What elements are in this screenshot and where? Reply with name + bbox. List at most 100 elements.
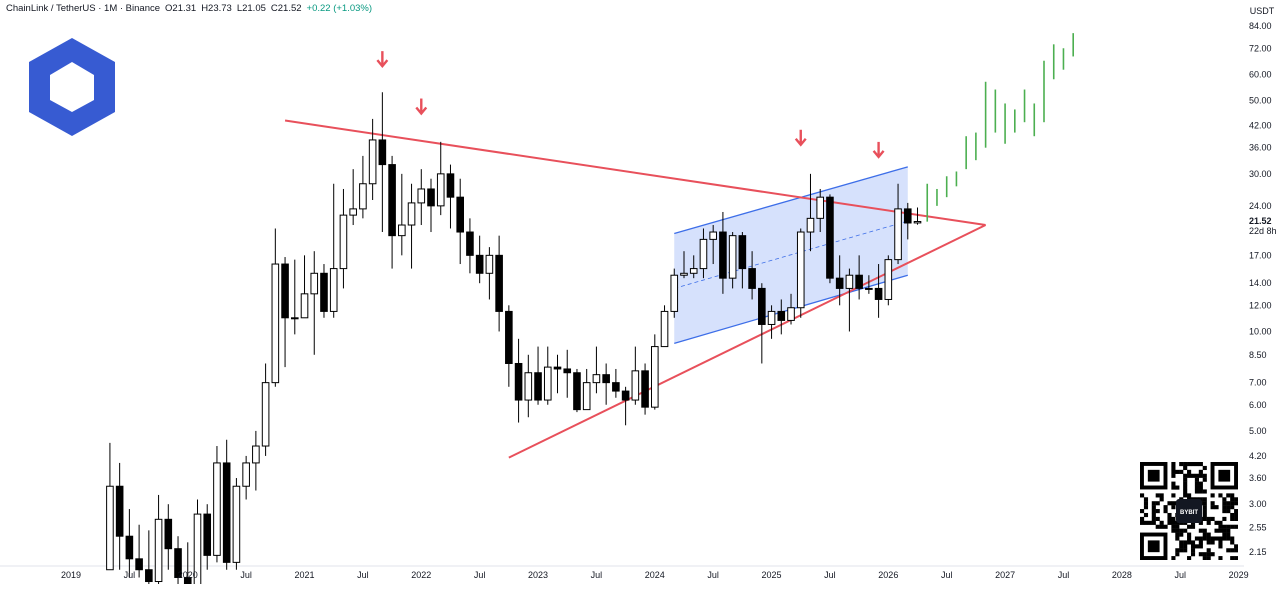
candle: [446, 164, 455, 229]
price-tick-label: 5.00: [1249, 426, 1267, 436]
candle-body: [281, 263, 289, 319]
candle-body: [407, 202, 416, 226]
candle-body: [417, 188, 426, 204]
support-trendline[interactable]: [508, 224, 987, 459]
candle: [612, 368, 620, 398]
time-tick-label: Jul: [240, 570, 252, 580]
candle-body: [495, 254, 503, 312]
candle: [466, 218, 474, 274]
candle: [787, 293, 795, 325]
price-tick-label: 30.00: [1249, 169, 1272, 179]
trendlines: [284, 119, 987, 459]
rejection-arrows: [376, 51, 885, 159]
candle: [213, 446, 221, 563]
price-tick-label: 17.00: [1249, 250, 1272, 260]
candle-body: [884, 259, 893, 300]
time-tick-label: Jul: [1174, 570, 1186, 580]
candle: [767, 305, 776, 339]
candle-body: [320, 272, 328, 312]
symbol-header: ChainLink / TetherUS · 1M · Binance O21.…: [6, 3, 372, 14]
candle: [573, 368, 581, 413]
symbol-title[interactable]: ChainLink / TetherUS · 1M · Binance: [6, 3, 161, 14]
candle-body: [543, 366, 552, 401]
candle-body: [378, 139, 387, 166]
candle: [699, 228, 708, 279]
candle: [505, 305, 513, 387]
price-tick-label: 36.00: [1249, 143, 1272, 153]
candle-body: [203, 513, 212, 556]
candle: [106, 442, 114, 571]
candle-body: [427, 188, 435, 207]
candle: [865, 275, 873, 294]
candle: [329, 183, 338, 318]
candle: [135, 524, 143, 578]
candle-body: [835, 277, 844, 289]
time-tick-label: Jul: [824, 570, 836, 580]
candle: [826, 194, 834, 284]
time-tick-label: 2028: [1112, 570, 1132, 580]
candle: [271, 228, 280, 387]
candle-body: [398, 224, 406, 237]
time-tick-label: Jul: [124, 570, 136, 580]
resistance-trendline[interactable]: [284, 119, 986, 227]
time-tick-label: 2024: [645, 570, 665, 580]
candle: [495, 235, 503, 332]
time-tick-label: 2027: [995, 570, 1015, 580]
candle-body: [524, 372, 533, 401]
candle: [281, 257, 289, 368]
candle-body: [359, 183, 367, 210]
candle: [553, 354, 562, 394]
candle: [582, 368, 591, 411]
price-tick-label: 50.00: [1249, 96, 1272, 106]
price-tick-label: 72.00: [1249, 43, 1272, 53]
candle-body: [135, 558, 143, 571]
down-arrow-icon: [794, 129, 807, 147]
candle-body: [816, 196, 825, 219]
bybit-badge: [1176, 499, 1202, 523]
candle-body: [349, 208, 357, 216]
candle: [115, 462, 124, 570]
candle: [252, 430, 260, 491]
candle: [835, 255, 844, 306]
candle-body: [631, 370, 640, 401]
candle: [368, 118, 377, 201]
candle-body: [436, 173, 445, 207]
candle-body: [602, 374, 610, 384]
price-tick-label: 10.00: [1249, 326, 1272, 336]
candle: [261, 363, 270, 456]
candle: [738, 232, 747, 289]
candle: [456, 178, 464, 265]
time-tick-label: 2021: [295, 570, 315, 580]
candle-body: [903, 208, 912, 224]
candle-body: [767, 310, 776, 325]
chainlink-logo-icon: [29, 38, 115, 136]
price-tick-label: 14.00: [1249, 278, 1272, 288]
candle-body: [106, 485, 114, 571]
candle-body: [456, 196, 464, 233]
candle: [349, 169, 357, 226]
candle: [232, 478, 241, 570]
candle-body: [446, 173, 455, 198]
price-tick-label: 84.00: [1249, 21, 1272, 31]
candle: [602, 363, 610, 405]
candle-body: [621, 390, 630, 401]
time-ticks: 2019 Jul 2020 Jul 2021 Jul 2022 Jul 2023 Jul 2024 J…: [61, 570, 1249, 580]
candle: [310, 251, 319, 355]
channel-top-line[interactable]: [674, 166, 908, 235]
candle: [145, 530, 153, 589]
candle: [203, 504, 212, 570]
candle: [300, 255, 309, 319]
candle: [796, 228, 805, 318]
price-tick-label: 42.00: [1249, 121, 1272, 131]
down-arrow-icon: [872, 141, 885, 159]
candle-body: [758, 287, 766, 325]
candle: [855, 255, 863, 300]
bybit-badge-text: BYBIT: [1180, 510, 1198, 516]
candle: [660, 305, 669, 348]
candle-body: [125, 535, 134, 560]
candle: [524, 354, 533, 418]
candle-body: [641, 370, 649, 408]
candle-body: [894, 208, 902, 261]
